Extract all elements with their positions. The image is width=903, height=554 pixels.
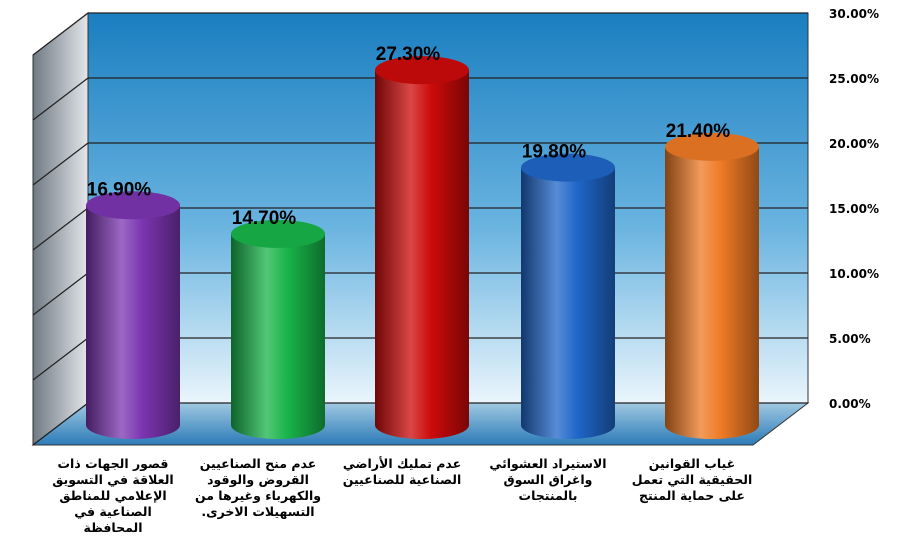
bar (665, 132, 759, 440)
x-tick-label: عدم منح الصناعيين القروض والوقود والكهرب… (194, 456, 322, 519)
bar (375, 56, 469, 439)
x-tick-label: قصور الجهات ذات العلاقة في التسويق الإعل… (52, 456, 174, 535)
bar-body (375, 70, 469, 439)
bar-top (665, 132, 759, 161)
y-tick-label: 10.00% (829, 267, 879, 281)
y-tick-label: 5.00% (829, 332, 871, 346)
data-label: 19.80% (522, 142, 587, 163)
gridline-side (32, 337, 89, 381)
x-tick-label: غياب القوانين الحقيقية التي تعمل على حما… (631, 456, 753, 503)
y-axis: 0.00% 5.00% 10.00% 15.00% 20.00% 25.00% 30.00% (829, 7, 879, 411)
gridline-side (32, 12, 89, 56)
data-label: 27.30% (376, 44, 441, 65)
y-tick-label: 25.00% (829, 72, 879, 86)
x-tick-label: عدم تمليك الأراضي الصناعية للصناعيين (342, 456, 462, 487)
bar (86, 191, 180, 439)
gridline-side (32, 207, 89, 251)
gridline-side (32, 272, 89, 316)
bar-body (665, 146, 759, 440)
x-tick-label: الاستيراد العشوائي واغراق السوق بالمنتجا… (489, 456, 607, 503)
y-tick-label: 15.00% (829, 202, 879, 216)
gridline-side (32, 142, 89, 186)
bar-top (375, 56, 469, 85)
y-tick-label: 30.00% (829, 7, 879, 21)
bar (231, 219, 325, 439)
bar-body (231, 233, 325, 439)
bar (521, 153, 615, 439)
data-labels: 16.90% 14.70% 27.30% 19.80% 21.40% (87, 44, 731, 229)
bars (86, 56, 759, 440)
bar-top (86, 191, 180, 220)
gridline-side (32, 77, 89, 121)
gridline-side (32, 402, 89, 446)
data-label: 14.70% (232, 208, 297, 229)
bar-top (231, 219, 325, 248)
data-label: 21.40% (666, 121, 731, 142)
y-tick-label: 20.00% (829, 137, 879, 151)
data-label: 16.90% (87, 179, 152, 200)
y-tick-label: 0.00% (829, 397, 871, 411)
bar-body (86, 205, 180, 439)
bar-body (521, 167, 615, 439)
bar-top (521, 153, 615, 182)
